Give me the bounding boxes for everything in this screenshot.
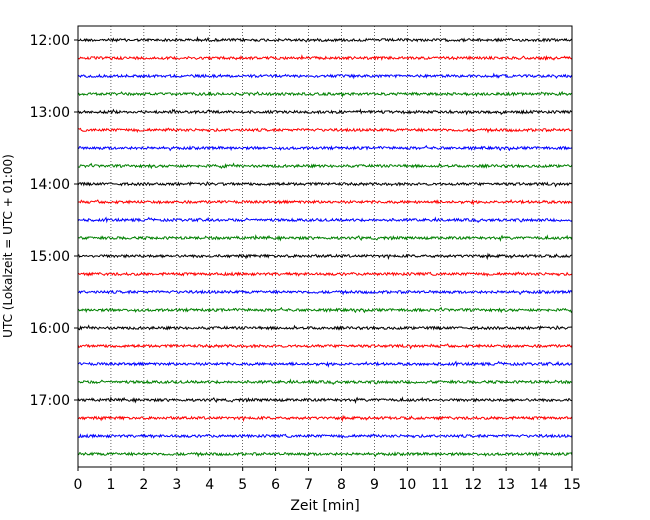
trace-line [77,396,573,404]
x-tick-label: 4 [205,477,214,493]
x-axis-label: Zeit [min] [290,498,359,514]
x-tick-label: 13 [497,477,515,493]
x-axis-ticks: 0 1 2 3 4 5 6 7 8 9 10 11 12 13 14 15 [74,467,581,493]
x-tick-label: 2 [139,477,148,493]
y-axis-ticks: 12:00 13:00 14:00 15:00 16:00 17:00 [30,33,78,409]
x-tick-label: 8 [337,477,346,493]
trace-line [77,127,573,134]
x-tick-label: 10 [398,477,416,493]
x-tick-label: 12 [464,477,482,493]
trace-line [77,271,573,277]
trace-line [77,289,573,296]
x-tick-label: 11 [431,477,449,493]
trace-line [78,252,573,261]
trace-line [77,144,573,152]
seismic-traces [77,35,573,458]
trace-line [77,306,573,314]
y-tick-label: 13:00 [30,105,70,121]
y-tick-label: 17:00 [30,393,70,409]
trace-line [77,198,573,206]
trace-line [77,414,573,423]
trace-line [77,72,573,80]
trace-line [77,35,573,43]
y-tick-label: 15:00 [30,249,70,265]
trace-line [77,451,573,458]
trace-line [77,343,573,350]
trace-line [77,378,573,386]
x-tick-label: 5 [238,477,247,493]
x-tick-label: 6 [271,477,280,493]
x-tick-label: 3 [172,477,181,493]
trace-line [77,162,573,170]
plot-frame [77,25,573,468]
y-axis-label: UTC (Lokalzeit = UTC + 01:00) [1,154,15,338]
y-tick-label: 14:00 [30,177,70,193]
x-tick-label: 1 [106,477,115,493]
trace-line [77,324,573,331]
y-tick-label: 16:00 [30,321,70,337]
x-tick-label: 0 [74,477,83,493]
trace-line [77,216,573,224]
trace-line [77,360,573,368]
x-tick-label: 14 [530,477,548,493]
trace-line [77,234,573,242]
trace-line [77,90,573,98]
x-tick-label: 7 [304,477,313,493]
y-tick-label: 12:00 [30,33,70,49]
x-tick-label: 9 [370,477,379,493]
trace-line [77,433,573,439]
trace-line [77,181,573,188]
trace-line [77,54,573,61]
trace-line [77,108,573,116]
x-tick-label: 15 [563,477,581,493]
